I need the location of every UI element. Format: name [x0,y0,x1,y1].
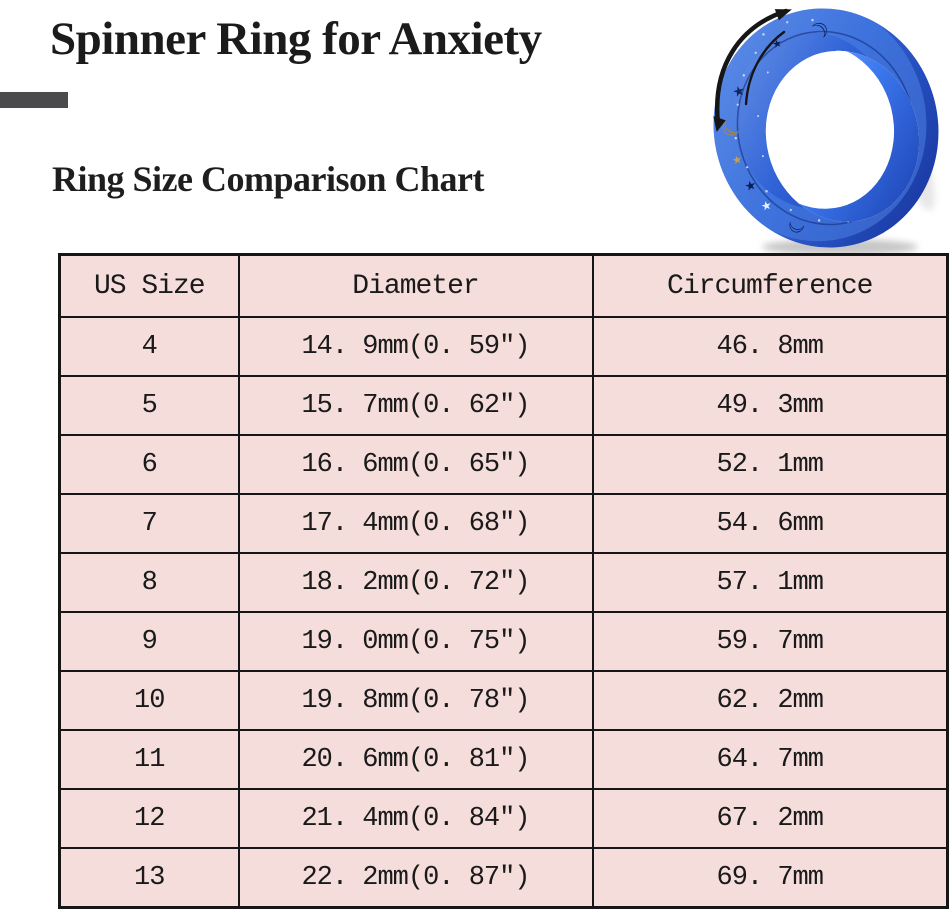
size-table-body: 4 14. 9mm(0. 59″) 46. 8mm 5 15. 7mm(0. 62″) 4… [58,316,949,909]
star-icon: ★ [731,83,747,102]
star-icon: ★ [731,152,744,167]
table-row: 9 19. 0mm(0. 75″) 59. 7mm [58,611,949,672]
diameter-cell: 21. 4mm(0. 84″) [237,788,594,849]
table-row: 10 19. 8mm(0. 78″) 62. 2mm [58,670,949,731]
accent-bar [0,92,68,108]
us-size-cell: 4 [58,316,240,377]
table-row: 11 20. 6mm(0. 81″) 64. 7mm [58,729,949,790]
moon-icon: ☾ [783,213,811,237]
table-row: 7 17. 4mm(0. 68″) 54. 6mm [58,493,949,554]
circumference-cell: 69. 7mm [591,847,949,909]
us-size-cell: 5 [58,375,240,436]
diameter-cell: 14. 9mm(0. 59″) [237,316,594,377]
spin-arrow-inner [744,30,786,106]
us-size-cell: 7 [58,493,240,554]
page-title: Spinner Ring for Anxiety [50,13,542,65]
table-row: 6 16. 6mm(0. 65″) 52. 1mm [58,434,949,495]
circumference-cell: 59. 7mm [591,611,949,672]
us-size-cell: 10 [58,670,240,731]
table-row: 12 21. 4mm(0. 84″) 67. 2mm [58,788,949,849]
circumference-cell: 62. 2mm [591,670,949,731]
circumference-cell: 52. 1mm [591,434,949,495]
circumference-cell: 64. 7mm [591,729,949,790]
table-row: 4 14. 9mm(0. 59″) 46. 8mm [58,316,949,377]
us-size-cell: 12 [58,788,240,849]
circumference-cell: 67. 2mm [591,788,949,849]
us-size-cell: 11 [58,729,240,790]
ring-size-table: US Size Diameter Circumference 4 14. 9mm(… [58,253,949,909]
header-circumference: Circumference [591,253,949,318]
ring-band [713,8,939,248]
spinner-ring-photo: ☾ ★ ★ ☾ ★ ★ ★ ☾ [688,0,946,258]
diameter-cell: 16. 6mm(0. 65″) [237,434,594,495]
circumference-cell: 49. 3mm [591,375,949,436]
star-icon: ★ [759,198,773,214]
star-icon: ★ [743,178,758,195]
us-size-cell: 6 [58,434,240,495]
circumference-cell: 46. 8mm [591,316,949,377]
diameter-cell: 15. 7mm(0. 62″) [237,375,594,436]
diameter-cell: 19. 0mm(0. 75″) [237,611,594,672]
diameter-cell: 22. 2mm(0. 87″) [237,847,594,909]
us-size-cell: 8 [58,552,240,613]
us-size-cell: 13 [58,847,240,909]
header-us-size: US Size [58,253,240,318]
diameter-cell: 20. 6mm(0. 81″) [237,729,594,790]
header-diameter: Diameter [237,253,594,318]
spin-arrow-up [714,8,789,127]
table-row: 8 18. 2mm(0. 72″) 57. 1mm [58,552,949,613]
diameter-cell: 17. 4mm(0. 68″) [237,493,594,554]
spinner-ring-illustration: ☾ ★ ★ ☾ ★ ★ ★ ☾ [701,0,939,255]
circumference-cell: 54. 6mm [591,493,949,554]
us-size-cell: 9 [58,611,240,672]
page-subtitle: Ring Size Comparison Chart [52,159,485,199]
table-header-row: US Size Diameter Circumference [58,253,949,318]
diameter-cell: 18. 2mm(0. 72″) [237,552,594,613]
rotation-arrows-icon [713,8,792,132]
table-row: 13 22. 2mm(0. 87″) 69. 7mm [58,847,949,909]
table-row: 5 15. 7mm(0. 62″) 49. 3mm [58,375,949,436]
circumference-cell: 57. 1mm [591,552,949,613]
diameter-cell: 19. 8mm(0. 78″) [237,670,594,731]
